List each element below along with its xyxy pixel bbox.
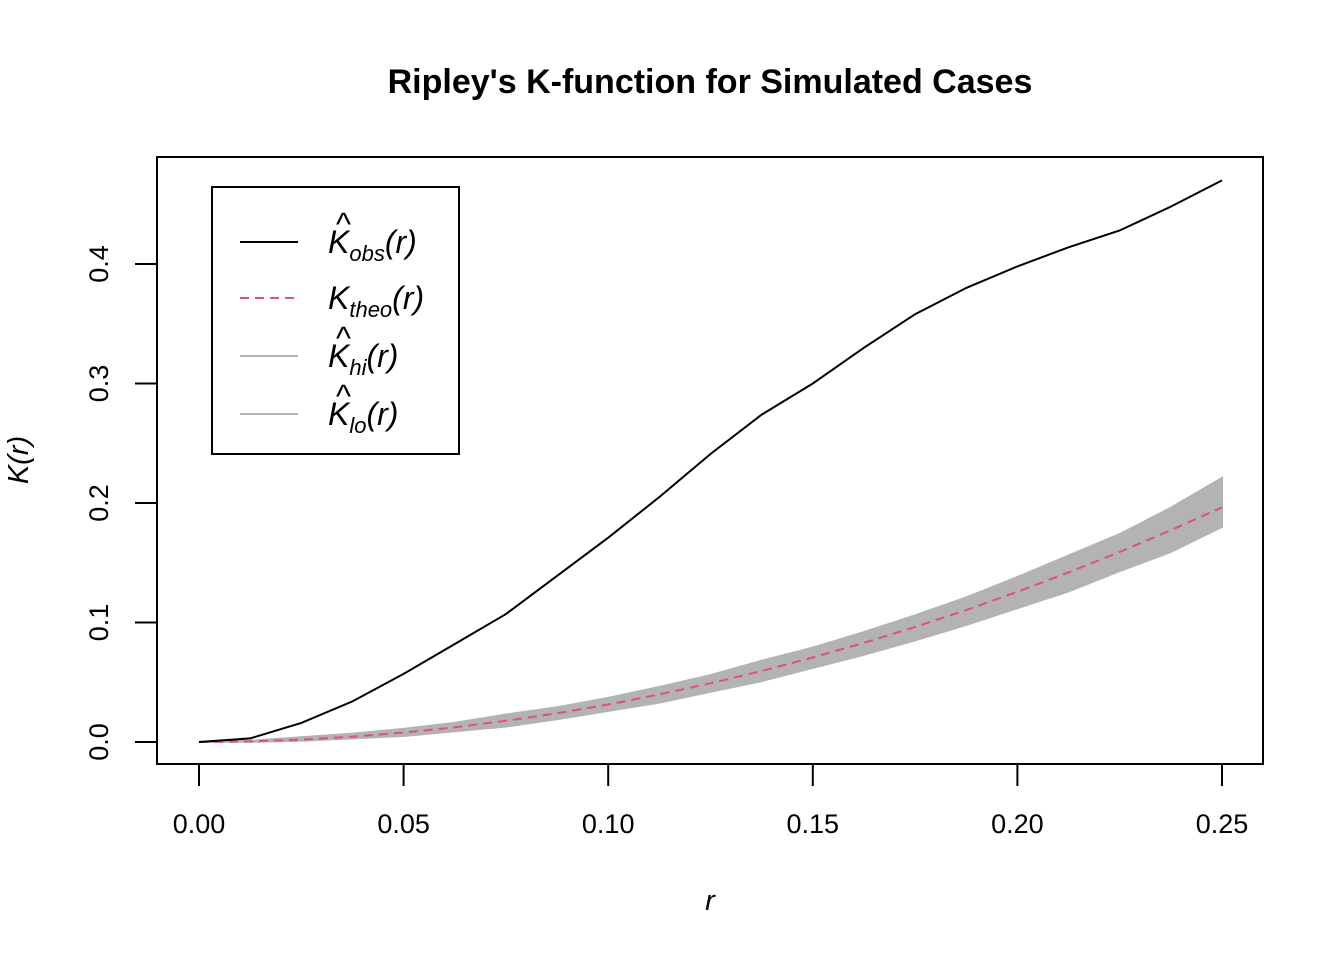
y-tick-label: 0.3	[84, 365, 114, 403]
plot-area	[198, 179, 1223, 743]
legend-box	[211, 186, 460, 455]
legend-hat: ^	[335, 206, 351, 242]
legend-label: Khi(r)	[328, 338, 398, 380]
legend-label: Klo(r)	[328, 396, 398, 438]
legend-item-hi: Khi(r)^	[240, 320, 398, 380]
x-tick-label: 0.15	[787, 809, 840, 839]
y-tick-label: 0.4	[84, 245, 114, 283]
series-line-theo	[198, 506, 1223, 743]
x-axis: 0.00 0.05 0.10 0.15 0.20 0.25	[173, 763, 1249, 839]
y-tick-label: 0.2	[84, 484, 114, 522]
y-tick-label: 0.0	[84, 723, 114, 761]
x-tick-label: 0.20	[991, 809, 1044, 839]
legend-label: Kobs(r)	[328, 224, 417, 266]
chart-title: Ripley's K-function for Simulated Cases	[388, 63, 1033, 101]
legend-item-theo: Ktheo(r)	[240, 280, 424, 322]
x-tick-label: 0.00	[173, 809, 226, 839]
series-line-obs	[198, 179, 1223, 743]
legend-item-obs: Kobs(r)^	[240, 206, 417, 266]
legend-label: Ktheo(r)	[328, 280, 424, 322]
x-tick-label: 0.25	[1196, 809, 1249, 839]
y-axis-label: K(r)	[3, 436, 35, 484]
y-axis: 0.0 0.1 0.2 0.3 0.4	[84, 245, 158, 761]
legend-item-lo: Klo(r)^	[240, 378, 398, 438]
legend: Kobs(r)^Ktheo(r)Khi(r)^Klo(r)^	[211, 186, 460, 455]
x-axis-label: r	[705, 885, 716, 917]
legend-hat: ^	[335, 378, 351, 414]
legend-hat: ^	[335, 320, 351, 356]
envelope-band	[198, 476, 1223, 743]
x-tick-label: 0.05	[377, 809, 430, 839]
y-tick-label: 0.1	[84, 604, 114, 642]
x-tick-label: 0.10	[582, 809, 635, 839]
